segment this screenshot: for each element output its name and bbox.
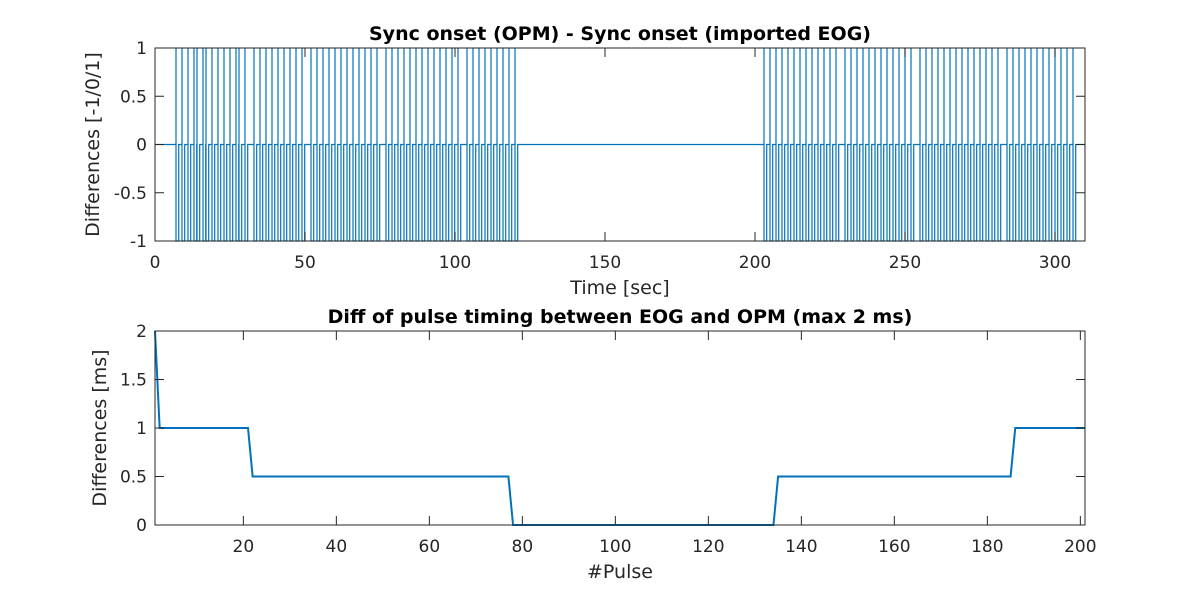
y-axis-label: Differences [-1/0/1] [82, 52, 104, 237]
sync-diff-line [155, 48, 1085, 242]
x-tick-label: 200 [1064, 537, 1096, 557]
y-tick-label: 1 [136, 419, 147, 439]
x-tick-label: 60 [419, 537, 441, 557]
plot-sync-onset: 0 50 100 150 200 250 300 -1 -0.5 0 0.5 1 Sync onset … [82, 23, 1086, 299]
y-tick-label: 1 [136, 39, 147, 59]
y-axis-label: Differences [ms] [89, 349, 111, 506]
x-tick-label: 100 [599, 537, 631, 557]
x-tick-label: 20 [233, 537, 255, 557]
x-tick-label: 140 [785, 537, 817, 557]
x-tick-label: 80 [512, 537, 534, 557]
x-tick-label: 120 [692, 537, 724, 557]
x-tick-label: 180 [971, 537, 1003, 557]
x-tick-label: 250 [889, 253, 921, 273]
x-tick-label: 300 [1039, 253, 1071, 273]
x-tick-label: 50 [294, 253, 316, 273]
y-tick-label: 0 [136, 136, 147, 156]
y-tick-label: 2 [136, 322, 147, 342]
x-axis-label: #Pulse [587, 561, 653, 583]
y-tick-label: 0.5 [120, 468, 147, 488]
plot-pulse-timing-diff: 20 40 60 80 100 120 140 160 180 200 0 0.5 1 1.5 2 Diff … [89, 306, 1097, 583]
y-tick-label: -0.5 [114, 184, 147, 204]
x-axis-label: Time [sec] [569, 277, 669, 299]
y-tick-label: 0.5 [120, 87, 147, 107]
y-tick-label: -1 [130, 232, 147, 252]
x-tick-label: 150 [589, 253, 621, 273]
x-tick-label: 40 [326, 537, 348, 557]
pulse-diff-line [154, 330, 1085, 526]
x-tick-label: 0 [150, 253, 161, 273]
x-tick-label: 160 [878, 537, 910, 557]
x-tick-label: 200 [739, 253, 771, 273]
x-tick-label: 100 [439, 253, 471, 273]
chart-title: Sync onset (OPM) - Sync onset (imported … [369, 23, 871, 45]
y-tick-label: 0 [136, 516, 147, 536]
y-tick-label: 1.5 [120, 371, 147, 391]
axes-box [154, 330, 1086, 526]
chart-title: Diff of pulse timing between EOG and OPM… [328, 306, 913, 328]
